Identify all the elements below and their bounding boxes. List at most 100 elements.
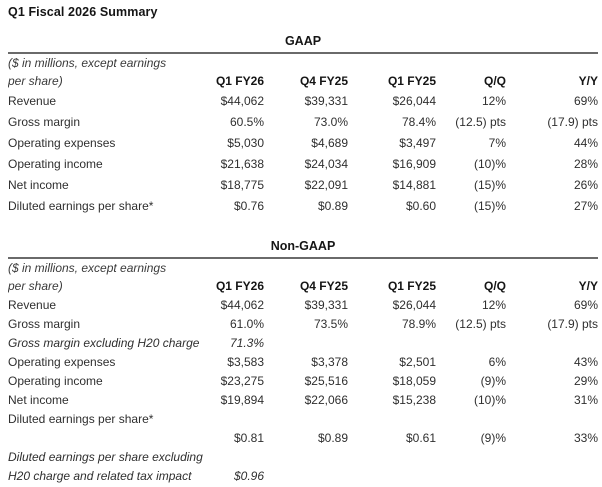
row-label xyxy=(8,428,208,447)
row-label: Diluted earnings per share excluding xyxy=(8,449,203,464)
cell: $44,062 xyxy=(220,297,264,312)
row-diluted-eps-ex-h20-label: Diluted earnings per share excluding xyxy=(8,447,598,466)
gaap-table: ($ in millions, except earnings per shar… xyxy=(8,52,599,216)
cell: $16,909 xyxy=(392,156,436,171)
cell: $26,044 xyxy=(392,297,436,312)
column-header-q1fy25: Q1 FY25 xyxy=(387,74,436,88)
cell xyxy=(264,447,348,466)
cell: (10)% xyxy=(473,156,506,171)
cell: 27% xyxy=(573,198,599,213)
cell: 73.5% xyxy=(313,316,348,331)
table-caption-line1: ($ in millions, except earnings xyxy=(8,261,167,275)
cell xyxy=(436,409,506,428)
row-revenue: Revenue $44,062 $39,331 $26,044 12% 69% xyxy=(8,295,598,314)
cell: $0.96 xyxy=(233,468,264,483)
row-label: Diluted earnings per share* xyxy=(8,198,154,213)
row-label: Net income xyxy=(8,392,69,407)
column-header-q4fy25: Q4 FY25 xyxy=(299,279,348,293)
row-label: Gross margin xyxy=(8,316,81,331)
cell: (9)% xyxy=(480,430,506,445)
cell: (15)% xyxy=(473,177,506,192)
cell: $26,044 xyxy=(392,93,436,108)
row-revenue: Revenue $44,062 $39,331 $26,044 12% 69% xyxy=(8,90,598,111)
cell: $22,066 xyxy=(304,392,348,407)
caption-row: ($ in millions, except earnings xyxy=(8,258,598,277)
column-header-q1fy26: Q1 FY26 xyxy=(215,279,264,293)
cell xyxy=(348,409,436,428)
row-label: H20 charge and related tax impact xyxy=(8,468,192,483)
cell: 29% xyxy=(573,373,599,388)
column-header-qq: Q/Q xyxy=(483,74,506,88)
cell xyxy=(264,333,348,352)
row-label: Diluted earnings per share* xyxy=(8,411,154,426)
cell: 61.0% xyxy=(229,316,264,331)
cell xyxy=(506,409,598,428)
row-label: Operating income xyxy=(8,373,103,388)
cell: 6% xyxy=(488,354,506,369)
row-label: Gross margin excluding H20 charge xyxy=(8,335,200,350)
cell: $0.61 xyxy=(405,430,436,445)
cell: 73.0% xyxy=(313,114,348,129)
cell: $44,062 xyxy=(220,93,264,108)
non-gaap-table: ($ in millions, except earnings per shar… xyxy=(8,257,599,485)
column-header-row: per share) Q1 FY26 Q4 FY25 Q1 FY25 Q/Q Y… xyxy=(8,72,598,90)
cell: 60.5% xyxy=(229,114,264,129)
page-title: Q1 Fiscal 2026 Summary xyxy=(8,5,158,19)
cell xyxy=(348,333,436,352)
cell: (10)% xyxy=(473,392,506,407)
cell: $2,501 xyxy=(399,354,436,369)
row-diluted-eps: Diluted earnings per share* $0.76 $0.89 … xyxy=(8,195,598,216)
cell: (15)% xyxy=(473,198,506,213)
row-label: Revenue xyxy=(8,93,57,108)
cell: 71.3% xyxy=(229,335,264,350)
cell: $24,034 xyxy=(304,156,348,171)
cell: $0.89 xyxy=(317,430,348,445)
row-diluted-eps-values: $0.81 $0.89 $0.61 (9)% 33% xyxy=(8,428,598,447)
section-title-non-gaap: Non-GAAP xyxy=(270,239,336,253)
cell: $25,516 xyxy=(304,373,348,388)
row-gross-margin: Gross margin 60.5% 73.0% 78.4% (12.5) pt… xyxy=(8,111,598,132)
table-caption-line1: ($ in millions, except earnings xyxy=(8,56,167,70)
cell: 28% xyxy=(573,156,599,171)
cell: 78.4% xyxy=(401,114,436,129)
cell xyxy=(264,466,348,485)
cell: $3,583 xyxy=(227,354,264,369)
non-gaap-section: Non-GAAP ($ in millions, except earnings… xyxy=(8,238,599,485)
cell: $39,331 xyxy=(304,93,348,108)
cell: 7% xyxy=(488,135,506,150)
cell: 44% xyxy=(573,135,599,150)
row-diluted-eps-ex-h20-value: H20 charge and related tax impact $0.96 xyxy=(8,466,598,485)
cell: $3,497 xyxy=(399,135,436,150)
cell xyxy=(506,333,598,352)
table-caption-line2: per share) xyxy=(8,74,63,88)
row-diluted-eps-label: Diluted earnings per share* xyxy=(8,409,598,428)
column-header-yy: Y/Y xyxy=(578,74,599,88)
row-label: Operating expenses xyxy=(8,354,116,369)
cell: 31% xyxy=(573,392,599,407)
cell xyxy=(208,447,264,466)
cell: 12% xyxy=(481,93,506,108)
cell: 69% xyxy=(573,297,599,312)
row-label: Net income xyxy=(8,177,69,192)
cell: 33% xyxy=(573,430,599,445)
cell xyxy=(436,466,506,485)
section-title-gaap: GAAP xyxy=(284,34,322,48)
cell: $0.76 xyxy=(233,198,264,213)
row-label: Operating income xyxy=(8,156,103,171)
cell: $18,775 xyxy=(220,177,264,192)
cell: $39,331 xyxy=(304,297,348,312)
cell xyxy=(436,333,506,352)
cell: $0.89 xyxy=(317,198,348,213)
cell: $23,275 xyxy=(220,373,264,388)
row-gross-margin: Gross margin 61.0% 73.5% 78.9% (12.5) pt… xyxy=(8,314,598,333)
column-header-q1fy25: Q1 FY25 xyxy=(387,279,436,293)
column-header-q4fy25: Q4 FY25 xyxy=(299,74,348,88)
cell: $15,238 xyxy=(392,392,436,407)
cell: $19,894 xyxy=(220,392,264,407)
row-operating-income: Operating income $23,275 $25,516 $18,059… xyxy=(8,371,598,390)
cell xyxy=(264,409,348,428)
row-label: Gross margin xyxy=(8,114,81,129)
row-operating-expenses: Operating expenses $3,583 $3,378 $2,501 … xyxy=(8,352,598,371)
cell xyxy=(436,447,506,466)
row-net-income: Net income $18,775 $22,091 $14,881 (15)%… xyxy=(8,174,598,195)
